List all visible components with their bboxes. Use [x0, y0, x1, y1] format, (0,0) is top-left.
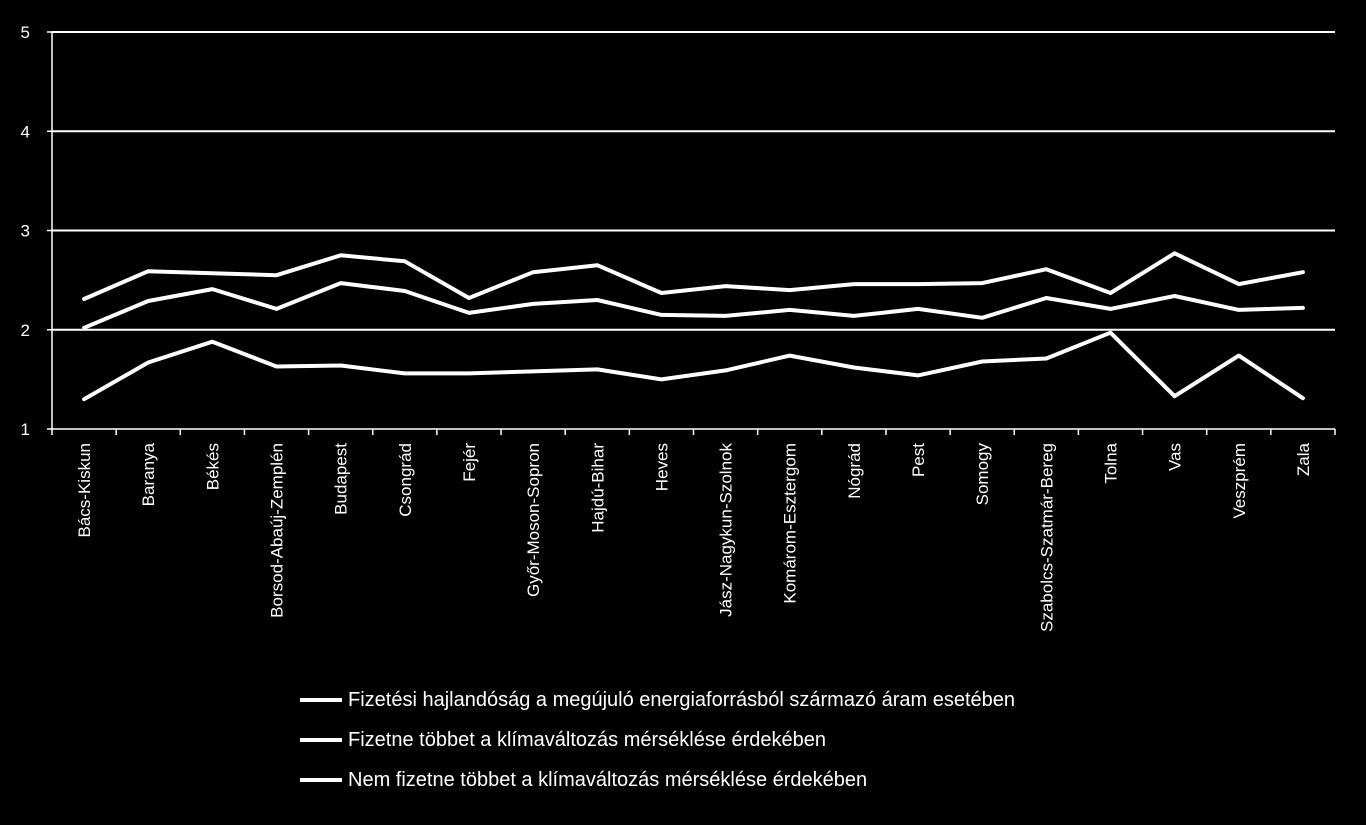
legend-item-series-2: Fizetne többet a klímaváltozás mérséklés…: [300, 720, 1200, 760]
legend-swatch-series-3: [300, 778, 342, 782]
x-tick-label-20: Zala: [1294, 442, 1313, 476]
legend-label-series-2: Fizetne többet a klímaváltozás mérséklés…: [348, 728, 827, 751]
y-tick-label-5: 5: [21, 23, 30, 42]
legend-item-series-1: Fizetési hajlandóság a megújuló energiaf…: [300, 680, 1200, 720]
x-tick-label-12: Komárom-Esztergom: [781, 443, 800, 604]
legend-swatch-series-1: [300, 698, 342, 702]
legend-item-series-3: Nem fizetne többet a klímaváltozás mérsé…: [300, 760, 1200, 800]
legend-label-series-3: Nem fizetne többet a klímaváltozás mérsé…: [348, 768, 868, 791]
x-tick-label-6: Csongrád: [396, 443, 415, 517]
x-tick-label-19: Veszprém: [1230, 443, 1249, 519]
x-tick-label-4: Borsod-Abaúj-Zemplén: [268, 443, 287, 618]
gridlines: [52, 31, 1335, 331]
x-tick-label-18: Vas: [1166, 443, 1185, 471]
series-line-3: [82, 330, 1305, 402]
series-lines: [82, 251, 1305, 402]
legend-label-series-1: Fizetési hajlandóság a megújuló energiaf…: [348, 688, 1016, 711]
x-tick-label-9: Hajdú-Bihar: [588, 443, 607, 533]
series-line-1: [82, 251, 1305, 301]
x-tick-label-3: Békés: [203, 443, 222, 490]
legend: Fizetési hajlandóság a megújuló energiaf…: [300, 680, 1200, 800]
x-tick-label-10: Heves: [652, 443, 671, 491]
x-tick-labels: Bács-Kiskun Baranya Békés Borsod-Abaúj-Zemp…: [75, 442, 1313, 632]
x-tick-label-2: Baranya: [139, 442, 158, 506]
axes: [47, 31, 1336, 435]
x-tick-label-15: Somogy: [973, 443, 992, 506]
y-tick-labels: 1 2 3 4 5: [21, 23, 30, 439]
x-tick-label-13: Nógrád: [845, 443, 864, 499]
x-tick-label-16: Szabolcs-Szatmár-Bereg: [1037, 443, 1056, 632]
y-tick-label-2: 2: [21, 321, 30, 340]
legend-swatch-series-2: [300, 738, 342, 742]
x-tick-label-8: Győr-Moson-Sopron: [524, 443, 543, 597]
y-tick-label-1: 1: [21, 420, 30, 439]
x-tick-label-11: Jász-Nagykun-Szolnok: [717, 443, 736, 617]
x-tick-label-5: Budapest: [332, 443, 351, 515]
series-line-2: [82, 281, 1305, 330]
x-tick-label-17: Tolna: [1101, 442, 1120, 483]
y-tick-label-4: 4: [21, 122, 30, 141]
y-tick-label-3: 3: [21, 222, 30, 241]
x-tick-label-7: Fejér: [460, 443, 479, 482]
x-tick-label-14: Pest: [909, 443, 928, 477]
x-tick-label-1: Bács-Kiskun: [75, 443, 94, 537]
